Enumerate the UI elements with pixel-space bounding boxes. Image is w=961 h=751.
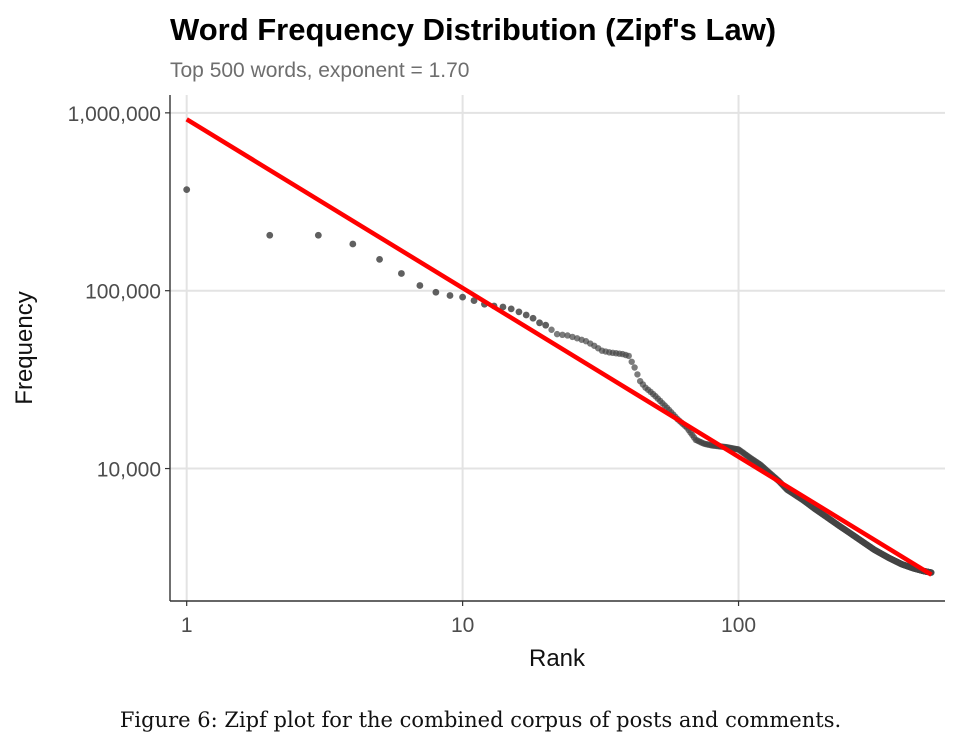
data-point <box>398 270 405 277</box>
x-tick-label: 1 <box>181 614 193 637</box>
data-point <box>507 305 515 313</box>
data-point <box>553 330 561 338</box>
data-point <box>314 231 322 239</box>
x-tick-label: 10 <box>451 614 474 637</box>
data-point <box>515 308 523 316</box>
data-point <box>529 314 537 322</box>
x-axis-label: Rank <box>529 645 586 672</box>
data-point <box>634 371 641 378</box>
y-tick-label: 1,000,000 <box>68 103 161 126</box>
data-point <box>446 292 454 299</box>
data-point <box>266 231 274 239</box>
data-point <box>522 311 530 319</box>
data-point <box>459 293 467 301</box>
data-point <box>631 364 638 371</box>
y-tick-label: 10,000 <box>97 459 161 482</box>
data-point <box>625 352 632 360</box>
data-point <box>432 288 440 296</box>
gridlines <box>170 95 945 601</box>
data-point <box>559 331 566 339</box>
zipf-chart: Word Frequency Distribution (Zipf's Law)… <box>11 12 945 672</box>
chart-subtitle: Top 500 words, exponent = 1.70 <box>170 59 469 82</box>
data-point <box>499 303 507 311</box>
data-point <box>470 297 478 304</box>
data-point <box>183 186 191 194</box>
figure-caption: Figure 6: Zipf plot for the combined cor… <box>119 708 842 732</box>
data-point <box>376 255 383 263</box>
data-point <box>349 240 357 248</box>
data-point <box>628 358 635 365</box>
fit-line <box>185 117 933 577</box>
y-tick-label: 100,000 <box>85 281 161 304</box>
data-points <box>183 186 935 576</box>
x-axis-ticks: 1 10 100 <box>181 601 756 637</box>
chart-title: Word Frequency Distribution (Zipf's Law) <box>170 12 776 47</box>
data-point <box>416 282 424 289</box>
data-point <box>536 319 543 327</box>
data-point <box>564 332 571 339</box>
data-point <box>542 321 550 329</box>
y-axis-ticks: 10,000 100,000 1,000,000 <box>68 103 170 482</box>
data-point <box>548 326 555 333</box>
y-axis-label: Frequency <box>11 291 38 404</box>
x-tick-label: 100 <box>721 614 756 637</box>
